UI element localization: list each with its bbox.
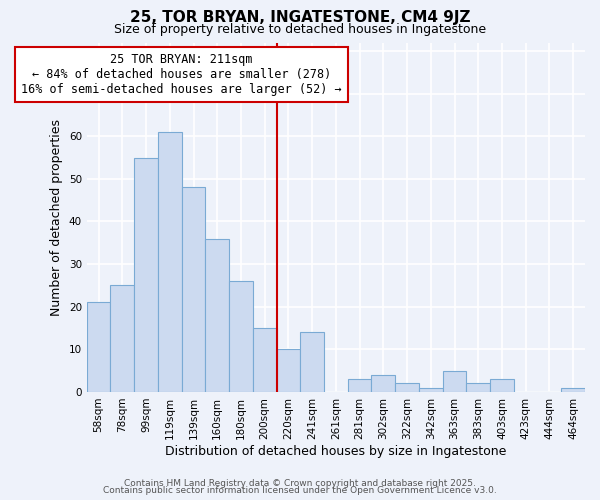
Text: Contains HM Land Registry data © Crown copyright and database right 2025.: Contains HM Land Registry data © Crown c… bbox=[124, 478, 476, 488]
Bar bbox=[561, 388, 585, 392]
Bar bbox=[205, 238, 229, 392]
Bar bbox=[348, 379, 371, 392]
Bar bbox=[466, 384, 490, 392]
Bar bbox=[229, 281, 253, 392]
Bar bbox=[110, 286, 134, 392]
Bar bbox=[443, 370, 466, 392]
Bar bbox=[253, 328, 277, 392]
Bar bbox=[134, 158, 158, 392]
Text: Size of property relative to detached houses in Ingatestone: Size of property relative to detached ho… bbox=[114, 22, 486, 36]
Bar bbox=[182, 188, 205, 392]
Text: 25, TOR BRYAN, INGATESTONE, CM4 9JZ: 25, TOR BRYAN, INGATESTONE, CM4 9JZ bbox=[130, 10, 470, 25]
Bar bbox=[87, 302, 110, 392]
Y-axis label: Number of detached properties: Number of detached properties bbox=[50, 118, 63, 316]
Bar bbox=[277, 350, 300, 392]
X-axis label: Distribution of detached houses by size in Ingatestone: Distribution of detached houses by size … bbox=[165, 444, 506, 458]
Bar bbox=[300, 332, 324, 392]
Bar bbox=[371, 375, 395, 392]
Bar bbox=[419, 388, 443, 392]
Text: Contains public sector information licensed under the Open Government Licence v3: Contains public sector information licen… bbox=[103, 486, 497, 495]
Bar bbox=[490, 379, 514, 392]
Bar bbox=[395, 384, 419, 392]
Text: 25 TOR BRYAN: 211sqm
← 84% of detached houses are smaller (278)
16% of semi-deta: 25 TOR BRYAN: 211sqm ← 84% of detached h… bbox=[22, 53, 342, 96]
Bar bbox=[158, 132, 182, 392]
